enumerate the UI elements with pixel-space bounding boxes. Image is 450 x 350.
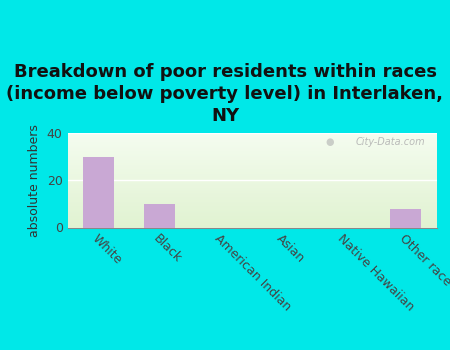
Text: Breakdown of poor residents within races
(income below poverty level) in Interla: Breakdown of poor residents within races…	[6, 63, 444, 125]
Y-axis label: absolute numbers: absolute numbers	[28, 124, 41, 237]
Bar	[83, 157, 113, 228]
Bar	[391, 209, 421, 228]
Bar	[144, 204, 175, 228]
Text: ●: ●	[326, 137, 334, 147]
Text: City-Data.com: City-Data.com	[356, 137, 425, 147]
